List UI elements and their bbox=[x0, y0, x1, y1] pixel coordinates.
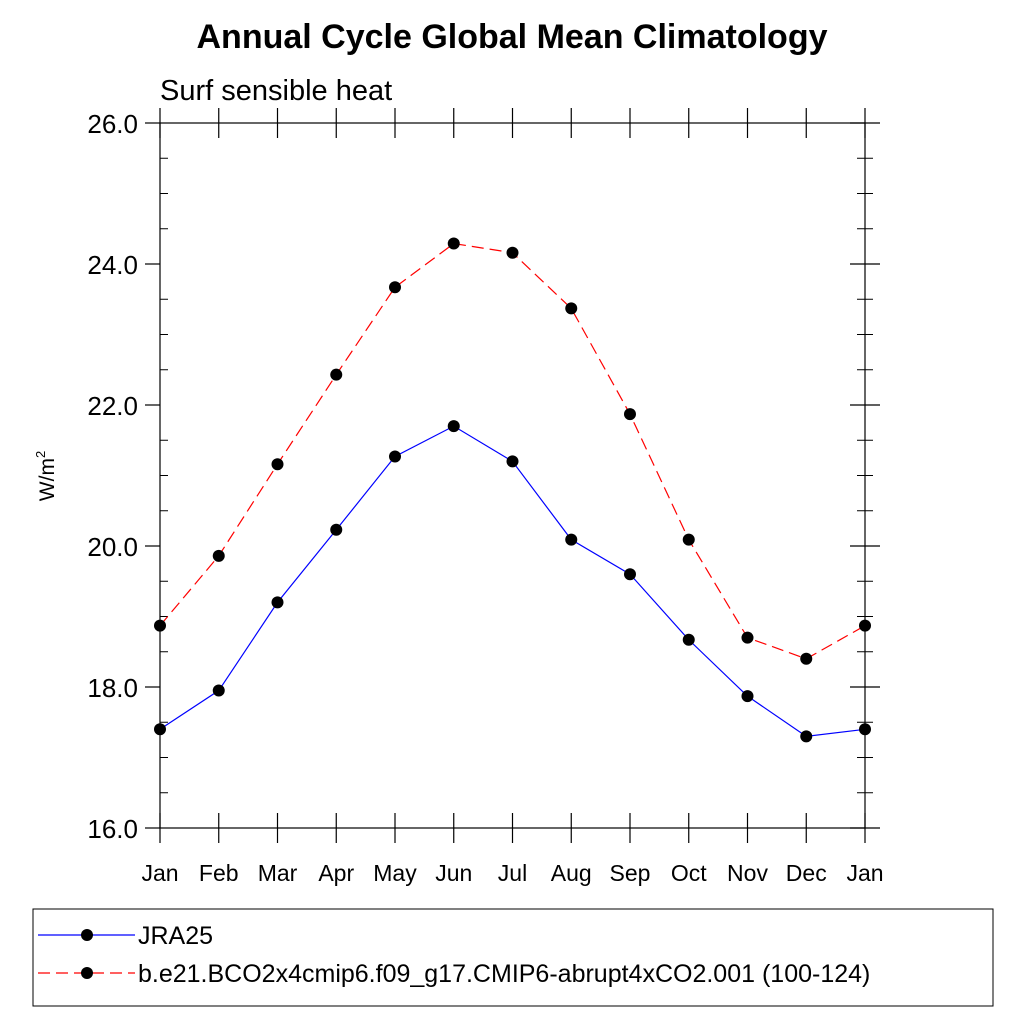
series-0-point bbox=[624, 568, 636, 581]
y-axis-label-superscript: 2 bbox=[33, 451, 48, 458]
series-1-point bbox=[212, 549, 225, 562]
series-1-point bbox=[447, 237, 460, 250]
series-0-point bbox=[212, 684, 225, 697]
series-1-point bbox=[565, 302, 578, 315]
legend-box bbox=[32, 908, 994, 1007]
series-1-point bbox=[154, 619, 166, 632]
series-0-point bbox=[741, 690, 754, 703]
x-tick-label: Jan bbox=[141, 860, 178, 886]
y-axis-label: W/m2 bbox=[33, 451, 59, 501]
series-0-point bbox=[565, 533, 578, 546]
x-tick-label: Jul bbox=[498, 860, 527, 886]
x-tick-label: Dec bbox=[786, 860, 827, 886]
x-tick-label: Sep bbox=[610, 860, 651, 886]
svg-text:W/m2: W/m2 bbox=[33, 451, 59, 501]
legend-label-0: JRA25 bbox=[138, 922, 213, 950]
x-tick-label: Nov bbox=[727, 860, 768, 886]
legend-swatch-marker-0 bbox=[81, 929, 93, 941]
series-0-point bbox=[330, 523, 343, 536]
series-1-point bbox=[741, 631, 754, 644]
series-1-point bbox=[330, 368, 343, 381]
x-tick-label: Feb bbox=[199, 860, 239, 886]
legend: JRA25 b.e21.BCO2x4cmip6.f09_g17.CMIP6-abr… bbox=[38, 922, 870, 988]
y-tick-label: 16.0 bbox=[87, 814, 138, 844]
x-tick-label: Oct bbox=[671, 860, 707, 886]
chart-title: Annual Cycle Global Mean Climatology bbox=[197, 18, 828, 56]
series-0-point bbox=[271, 596, 284, 609]
x-tick-label: Aug bbox=[551, 860, 592, 886]
series-0-point bbox=[800, 730, 813, 743]
y-tick-label: 26.0 bbox=[87, 109, 138, 139]
y-tick-label: 20.0 bbox=[87, 532, 138, 562]
series-0-point bbox=[859, 723, 871, 736]
y-axis-label-text: W/m bbox=[36, 458, 59, 501]
series-1-point bbox=[389, 281, 401, 294]
chart-subtitle: Surf sensible heat bbox=[160, 75, 392, 107]
series-1-point bbox=[800, 652, 813, 665]
series-layer bbox=[154, 237, 871, 743]
y-tick-label: 24.0 bbox=[87, 250, 138, 280]
y-tick-label: 18.0 bbox=[87, 673, 138, 703]
series-0-point bbox=[682, 633, 695, 646]
x-tick-label: May bbox=[373, 860, 417, 886]
y-tick-label: 22.0 bbox=[87, 391, 138, 421]
series-0-point bbox=[506, 455, 519, 468]
x-tick-label: Jan bbox=[846, 860, 883, 886]
series-1-point bbox=[624, 408, 636, 421]
series-1-point bbox=[859, 619, 871, 632]
series-1-point bbox=[682, 533, 695, 546]
series-0-point bbox=[154, 723, 166, 736]
series-0-point bbox=[447, 420, 460, 433]
x-tick-label: Jun bbox=[435, 860, 472, 886]
x-tick-label: Mar bbox=[258, 860, 298, 886]
legend-swatch-marker-1 bbox=[81, 967, 93, 979]
x-tick-label: Apr bbox=[318, 860, 354, 886]
legend-label-1: b.e21.BCO2x4cmip6.f09_g17.CMIP6-abrupt4x… bbox=[138, 960, 870, 988]
series-1-point bbox=[506, 246, 519, 259]
ticks-layer: 16.0 18.0 20.0 22.0 24.0 26.0 Jan Feb Mar Apr May J… bbox=[87, 108, 884, 886]
series-0-point bbox=[389, 450, 401, 463]
series-1-point bbox=[271, 458, 284, 471]
